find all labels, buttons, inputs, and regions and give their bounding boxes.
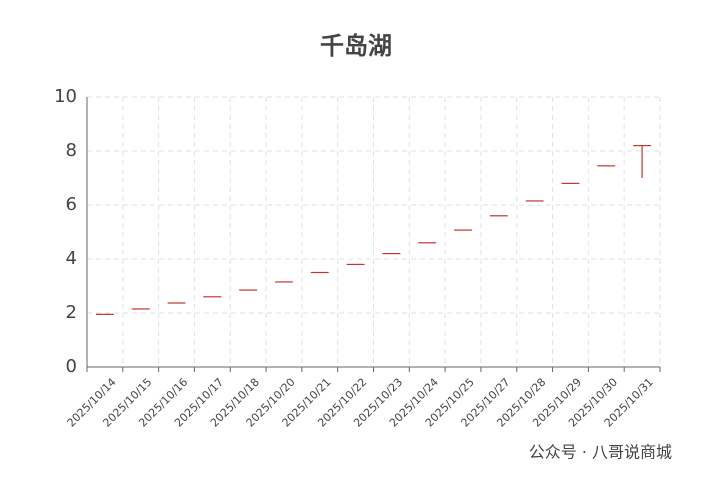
candle-body — [489, 215, 508, 217]
y-tick-label: 0 — [66, 356, 77, 377]
candle-body — [561, 182, 580, 184]
candle-body — [310, 271, 329, 274]
candle-body — [167, 302, 186, 304]
candle-body — [418, 242, 437, 244]
y-tick-label: 6 — [66, 194, 77, 215]
y-tick-label: 4 — [66, 248, 77, 269]
y-tick-label: 2 — [66, 302, 77, 323]
y-tick-label: 8 — [66, 140, 77, 161]
candle-body — [275, 281, 293, 283]
candle-body — [454, 229, 472, 231]
candle-body — [597, 165, 616, 167]
watermark: 公众号 · 八哥说商城 — [529, 443, 672, 462]
candle-body — [239, 289, 258, 291]
chart-title: 千岛湖 — [320, 32, 392, 60]
candle-body — [525, 200, 544, 202]
candle-body — [95, 313, 114, 315]
candle-body — [203, 296, 222, 298]
candle-body — [346, 263, 365, 265]
candle-body — [131, 308, 150, 310]
y-tick-label: 10 — [54, 86, 77, 107]
candle-body — [382, 253, 401, 255]
candle-body — [633, 145, 652, 147]
